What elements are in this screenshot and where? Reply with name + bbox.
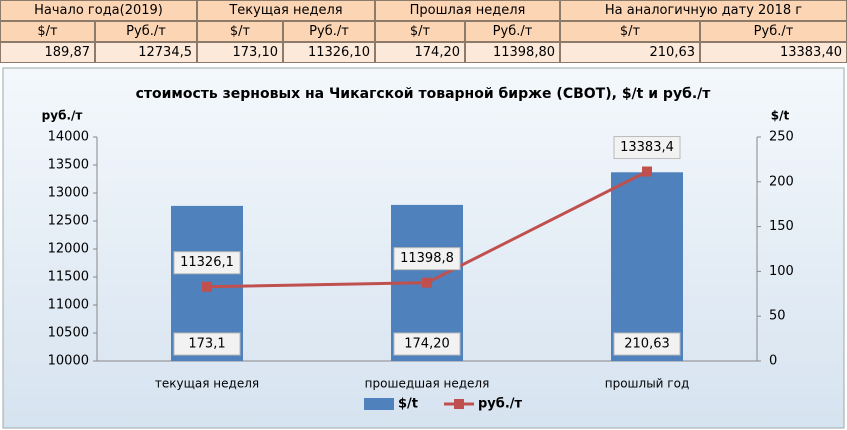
y-tick-label: 12000 <box>48 242 89 257</box>
table-cell: $/т <box>197 21 283 42</box>
table-cell: Руб./т <box>700 21 847 42</box>
y-tick-label: 14000 <box>48 130 89 145</box>
y2-tick-label: 200 <box>769 174 794 189</box>
table-cell: Руб./т <box>465 21 560 42</box>
data-label-box <box>173 332 241 356</box>
data-label-box <box>393 332 461 356</box>
table-cell: 189,87 <box>0 42 95 63</box>
y-tick-label: 12500 <box>48 214 89 229</box>
y2-tick-label: 50 <box>769 309 786 324</box>
table-cell: $/т <box>0 21 95 42</box>
y2-tick-label: 250 <box>769 130 794 145</box>
data-label-box <box>393 247 461 271</box>
y2-tick-label: 100 <box>769 264 794 279</box>
x-tick-label: прошедшая неделя <box>365 377 490 391</box>
y2-tick-label: 150 <box>769 219 794 234</box>
table-cell: $/т <box>560 21 700 42</box>
table-cell: 173,10 <box>197 42 283 63</box>
marker <box>422 277 432 288</box>
y2-tick-label: 0 <box>769 354 777 369</box>
table-cell: 11326,10 <box>283 42 375 63</box>
legend-swatch <box>454 399 464 409</box>
bar <box>611 172 683 361</box>
legend-swatch <box>364 398 394 410</box>
chart: стоимость зерновых на Чикагской товарной… <box>2 67 845 429</box>
y-tick-label: 11000 <box>48 298 89 313</box>
table-cell: Начало года(2019) <box>0 0 197 21</box>
y-axis-label: руб./т <box>42 109 83 123</box>
table-cell: Руб./т <box>283 21 375 42</box>
table-cell: 11398,80 <box>465 42 560 63</box>
data-label: 174,20 <box>404 337 450 352</box>
y-tick-label: 13000 <box>48 186 89 201</box>
chart-title: стоимость зерновых на Чикагской товарной… <box>136 86 712 102</box>
table-cell: На аналогичную дату 2018 г <box>560 0 847 21</box>
table-cell: 210,63 <box>560 42 700 63</box>
data-label: 11326,1 <box>180 255 234 270</box>
table-cell: 174,20 <box>375 42 465 63</box>
data-label: 210,63 <box>624 337 670 352</box>
y-tick-label: 10000 <box>48 354 89 369</box>
table-cell: Прошлая неделя <box>375 0 560 21</box>
data-label-box <box>173 251 241 275</box>
marker <box>202 281 212 292</box>
data-label-box <box>613 136 681 160</box>
data-label-box <box>613 332 681 356</box>
legend-label: руб./т <box>478 397 523 412</box>
data-label: 173,1 <box>188 337 225 352</box>
table-cell: 13383,40 <box>700 42 847 63</box>
y2-axis-label: $/t <box>771 109 790 123</box>
y-tick-label: 13500 <box>48 158 89 173</box>
y-tick-label: 11500 <box>48 270 89 285</box>
x-tick-label: прошлый год <box>605 377 690 391</box>
y-tick-label: 10500 <box>48 326 89 341</box>
data-label: 13383,4 <box>620 140 674 155</box>
marker <box>642 166 652 177</box>
table-cell: Текущая неделя <box>197 0 375 21</box>
table-cell: $/т <box>375 21 465 42</box>
x-tick-label: текущая неделя <box>155 377 259 391</box>
price-table: Начало года(2019) Текущая неделя Прошлая н… <box>0 0 847 63</box>
data-label: 11398,8 <box>400 251 454 266</box>
table-cell: Руб./т <box>95 21 197 42</box>
legend-label: $/t <box>398 397 418 412</box>
table-cell: 12734,5 <box>95 42 197 63</box>
